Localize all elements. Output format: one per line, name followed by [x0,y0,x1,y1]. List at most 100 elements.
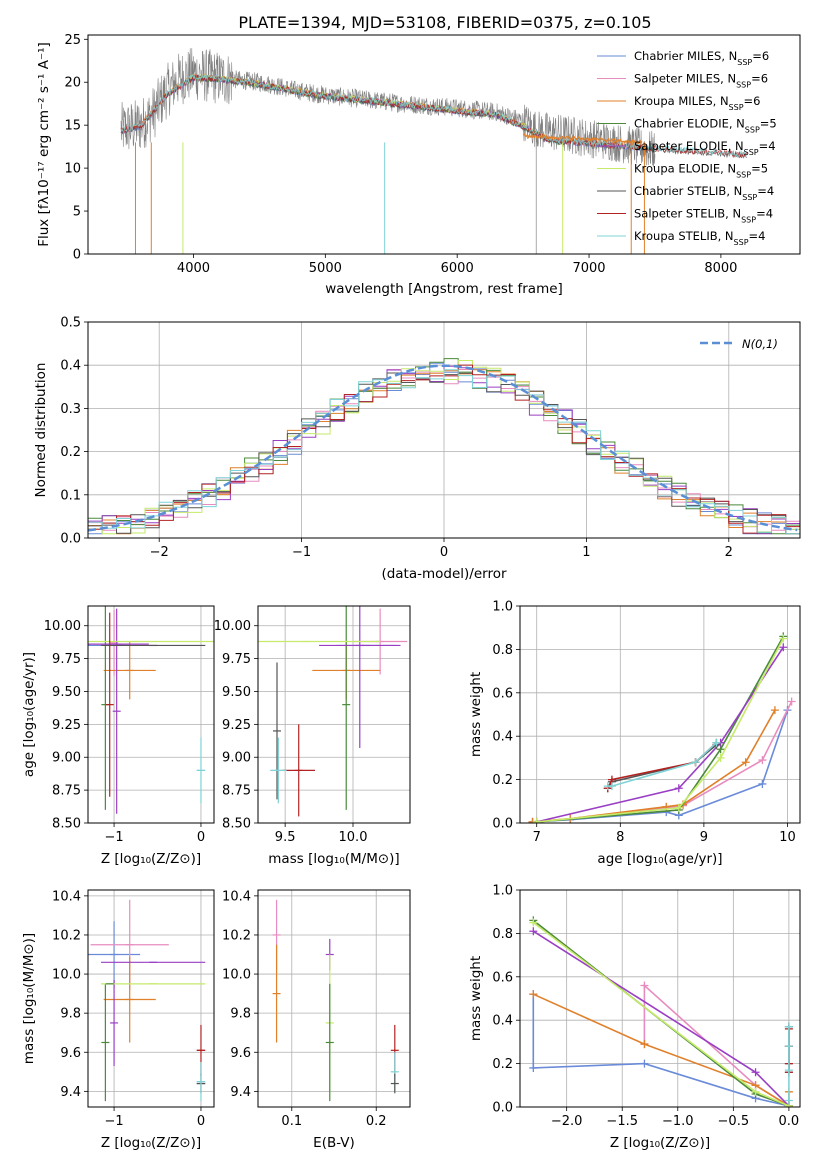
y-tick-label: 9.4 [230,1085,251,1100]
data-spectrum [120,48,656,168]
y-tick-label: 0.0 [492,1101,513,1116]
axes-frame [87,889,215,1108]
histogram-series [88,369,800,538]
plot-area [120,48,748,254]
y-tick-label: 0.4 [492,1014,513,1029]
legend-entry: Chabrier MILES, NSSP=6 [634,49,769,67]
y-tick-label: 10.00 [214,619,251,634]
data-point [529,1063,538,1072]
y-tick-label: 8.75 [52,784,81,799]
y-tick-label: 0.3 [60,402,81,417]
y-tick-label: 0.0 [60,532,81,547]
y-axis-label: mass weight [468,956,484,1041]
series-line [536,646,784,823]
x-tick-label: −2.0 [551,1114,583,1129]
axes-frame [257,889,411,1108]
axes-frame [87,605,215,824]
data-point [784,1096,793,1105]
x-axis-label: E(B-V) [313,1135,355,1151]
data-point [741,758,750,767]
y-tick-label: 0.8 [492,927,513,942]
y-tick-label: 10.4 [52,889,81,904]
data-point [640,1040,649,1049]
y-tick-label: 8.75 [222,784,251,799]
y-tick-label: 9.50 [52,685,81,700]
x-tick-label: 6000 [441,261,474,276]
y-tick-label: 0.6 [492,686,513,701]
series-line [536,638,785,823]
series-line [643,983,790,1107]
y-axis-label: mass weight [468,672,484,757]
y-tick-label: 10.4 [222,889,251,904]
x-tick-label: −2 [150,545,169,560]
x-tick-label: 1 [582,545,590,560]
y-tick-label: 0.2 [60,445,81,460]
y-tick-label: 8.50 [52,817,81,832]
data-point [779,643,788,652]
y-tick-label: 0.1 [60,488,81,503]
y-tick-label: 10 [64,162,81,177]
x-tick-label: −0.5 [718,1114,750,1129]
panel-age-mass: 9.5 10.0 8.50 8.75 9.00 9.25 9.50 9.75 10.00 mass… [214,605,411,867]
y-tick-label: 9.4 [60,1085,81,1100]
y-tick-label: 9.6 [230,1046,251,1061]
y-tick-label: 10.2 [222,928,251,943]
x-tick-label: −1.0 [662,1114,694,1129]
x-tick-label: 0.0 [779,1114,800,1129]
y-tick-label: 9.8 [230,1007,251,1022]
x-tick-label: 5000 [309,261,342,276]
series-line [532,709,789,823]
y-tick-label: 5 [73,205,81,220]
y-tick-label: 0.5 [60,316,81,331]
legend: Chabrier MILES, NSSP=6 Salpeter MILES, NS… [597,49,777,247]
normal-curve [88,364,798,532]
x-tick-label: 0 [197,1114,205,1129]
x-tick-label: 9 [700,830,708,845]
data-point [751,1087,760,1096]
data-point [691,758,700,767]
x-tick-label: 2 [725,545,733,560]
data-point [607,782,616,791]
plot-area [88,606,214,814]
data-point [640,1059,649,1068]
data-point [529,927,538,936]
data-point [529,918,538,927]
y-tick-label: 0.0 [492,817,513,832]
data-point [770,706,779,715]
histogram-series [88,364,800,538]
series-line [536,636,784,823]
y-tick-label: 9.8 [60,1007,81,1022]
axes-frame [519,605,801,824]
data-point [529,990,538,999]
y-tick-label: 0.8 [492,643,513,658]
y-tick-label: 9.25 [52,718,81,733]
panel-massweight-Z: −2.0 −1.5 −1.0 −0.5 0.0 0.0 0.2 0.4 0.6 0.8 1.0 Z [… [468,884,801,1151]
panel-age-Z: −1 0 8.50 8.75 9.00 9.25 9.50 9.75 10.00 Z [log₁₀… [21,605,215,867]
series-line [532,701,793,823]
y-tick-label: 8.50 [222,817,251,832]
data-point [779,634,788,643]
legend-entry: Salpeter ELODIE, NSSP=4 [634,139,776,157]
y-axis-label: mass [log₁₀(M/M⊙)] [21,933,37,1064]
data-point [758,756,767,765]
x-tick-label: 4000 [177,261,210,276]
axes-frame [519,889,801,1108]
legend-entry: N(0,1) [742,337,778,351]
y-tick-label: 9.6 [60,1046,81,1061]
panel-residuals: −2 −1 0 1 2 0.0 0.1 0.2 0.3 0.4 0.5 (data-model)/er… [33,316,801,582]
x-axis-label: mass [log₁₀(M/M⊙)] [268,851,399,867]
legend-entry: Kroupa STELIB, NSSP=4 [634,229,765,247]
x-tick-label: 7000 [572,261,605,276]
x-tick-label: 0 [440,545,448,560]
y-tick-label: 0.6 [492,970,513,985]
plot-area [272,899,399,1102]
y-tick-label: 15 [64,119,81,134]
y-tick-label: 9.75 [52,652,81,667]
data-point [712,738,721,747]
y-tick-label: 9.50 [222,685,251,700]
data-point [716,753,725,762]
y-tick-label: 9.75 [222,652,251,667]
x-axis-label: (data-model)/error [381,566,507,582]
legend-entry: Salpeter STELIB, NSSP=4 [634,207,773,225]
